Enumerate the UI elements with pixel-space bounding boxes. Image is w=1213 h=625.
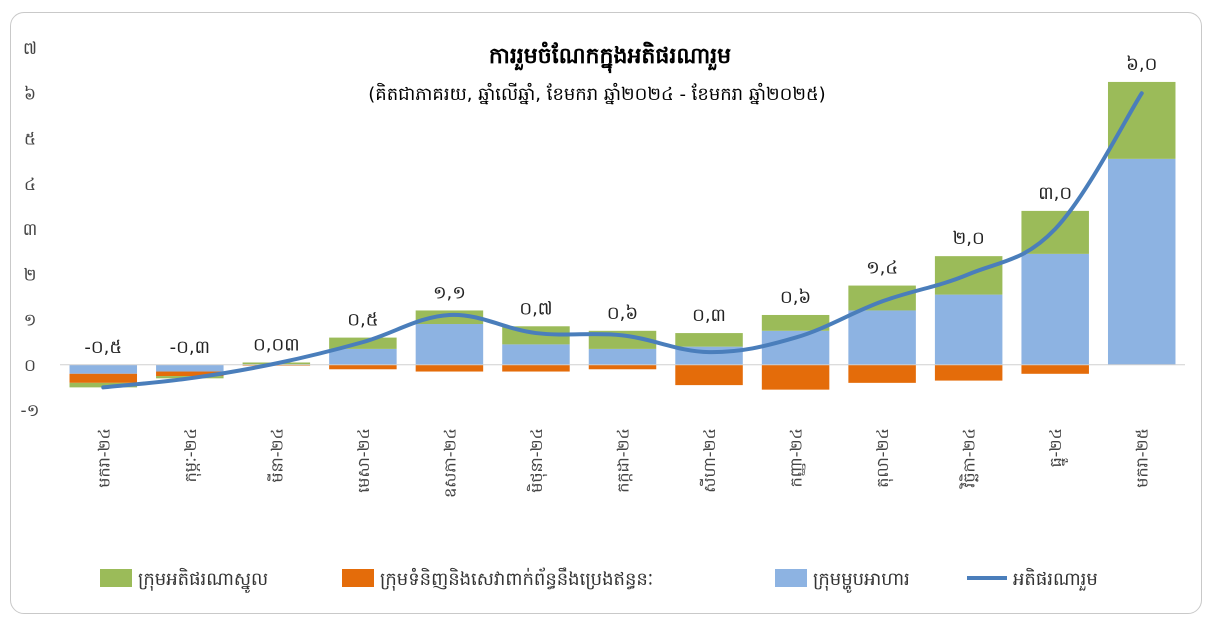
chart-frame: [10, 12, 1202, 614]
data-label: ២,០: [953, 228, 985, 249]
data-label: -០,៣: [170, 337, 210, 358]
y-tick-label: ២: [24, 265, 37, 285]
bar-segment: [415, 324, 484, 365]
chart-title: ការរួមចំណែកក្នុងអតិផរណារួម: [489, 41, 731, 74]
y-tick-label: ៦: [24, 84, 36, 104]
bar-segment: [415, 364, 484, 372]
x-axis: មករា-២៤ កុម្ភៈ-២៤ មីនា-២៤ មេសា-២៤ ឧសភា-២៤ មិថ…: [94, 428, 1151, 498]
legend-swatch: [100, 569, 132, 587]
bar-segment: [588, 364, 657, 370]
y-tick-label: ០: [24, 356, 36, 376]
x-tick-label: មិថុនា-២៤: [526, 428, 548, 493]
x-tick-label: កញ្ញា-២៤: [787, 428, 806, 487]
legend-swatch: [342, 569, 374, 587]
bar-segment: [761, 364, 830, 390]
bar-segment: [675, 333, 743, 347]
bars-layer: [69, 81, 1176, 390]
bar-segment: [502, 344, 570, 365]
data-label: ០,៣: [692, 305, 726, 326]
bar-segment: [1107, 158, 1176, 365]
chart-subtitle: (គិតជាភាគរយ, ឆ្នាំលើឆ្នាំ, ខែមករា ឆ្នាំ២…: [368, 82, 825, 105]
data-label: ០,៥: [347, 310, 378, 331]
x-tick-label: កុម្ភៈ-២៤: [181, 428, 202, 482]
x-tick-label: មេសា-២៤: [354, 428, 373, 493]
bar-segment: [329, 348, 397, 365]
y-tick-label: ៧: [23, 39, 37, 59]
data-label: ០,០៣: [253, 334, 300, 355]
data-label: ០,៦: [780, 287, 811, 308]
bar-segment: [848, 310, 916, 365]
bar-segment: [69, 373, 138, 383]
bar-segment: [156, 364, 224, 372]
x-tick-label: មករា-២៥: [1133, 428, 1152, 488]
y-axis: -១ ០ ១ ២ ៣ ៤ ៥ ៦ ៧: [20, 39, 39, 421]
headline-inflation-line: [101, 91, 1144, 390]
bar-segment: [1021, 253, 1089, 365]
data-label: -០,៥: [84, 337, 122, 358]
data-label: ០,៧: [519, 298, 552, 319]
bar-segment: [848, 285, 916, 311]
legend-label: ក្រុមអតិផរណាស្នូល: [138, 567, 268, 593]
bar-segment: [69, 382, 138, 388]
bar-segment: [156, 371, 224, 377]
data-label: ៦,០: [1126, 54, 1157, 75]
y-tick-label: -១: [20, 401, 39, 421]
line-layer: [101, 91, 1144, 390]
x-tick-label: ឧសភា-២៤: [440, 428, 459, 498]
y-tick-label: ៤: [24, 175, 36, 195]
bar-segment: [1021, 364, 1089, 374]
x-tick-label: វិច្ឆិកា-២៤: [959, 428, 979, 490]
legend-label: ក្រុមម្ហូបអាហារ: [813, 569, 910, 593]
legend-swatch: [775, 569, 807, 587]
legend-label: អតិផរណារួម: [1013, 567, 1098, 591]
x-tick-label: មីនា-២៤: [266, 428, 286, 483]
legend-label: ក្រុមទំនិញនិងសេវាពាក់ព័ន្ធនឹងប្រេងឥន្ធនៈ: [380, 567, 653, 591]
data-label: ១,៤: [866, 258, 898, 279]
bar-segment: [329, 364, 397, 370]
x-tick-label: មករា-២៤: [94, 428, 113, 488]
x-tick-label: តុលា-២៤: [873, 428, 894, 488]
data-label: ០,៦: [607, 303, 638, 324]
y-tick-label: ១: [24, 311, 37, 331]
y-tick-label: ៣: [23, 220, 38, 240]
legend: ក្រុមអតិផរណាស្នូល ក្រុមទំនិញនិងសេវាពាក់ព័…: [100, 567, 1098, 593]
bar-segment: [934, 364, 1003, 381]
data-label: ៣,០: [1038, 183, 1072, 204]
bar-segment: [934, 294, 1003, 365]
bar-segment: [848, 364, 916, 383]
x-tick-label: ធ្នូ-២៤: [1046, 428, 1069, 467]
y-tick-label: ៥: [24, 130, 36, 150]
bar-segment: [69, 364, 138, 374]
x-tick-label: សីហា-២៤: [699, 428, 719, 493]
data-label: ១,១: [433, 282, 466, 303]
bar-segment: [675, 364, 743, 386]
data-labels: -០,៥ -០,៣ ០,០៣០,៥១,១០,៧ ០,៦ ០,៣០,៦១,៤២,០៣,០៦…: [84, 54, 1157, 358]
x-tick-label: កក្កដា-២៤: [614, 428, 633, 493]
bar-segment: [502, 364, 570, 372]
bar-segment: [588, 348, 657, 365]
bar-segment: [761, 314, 830, 331]
